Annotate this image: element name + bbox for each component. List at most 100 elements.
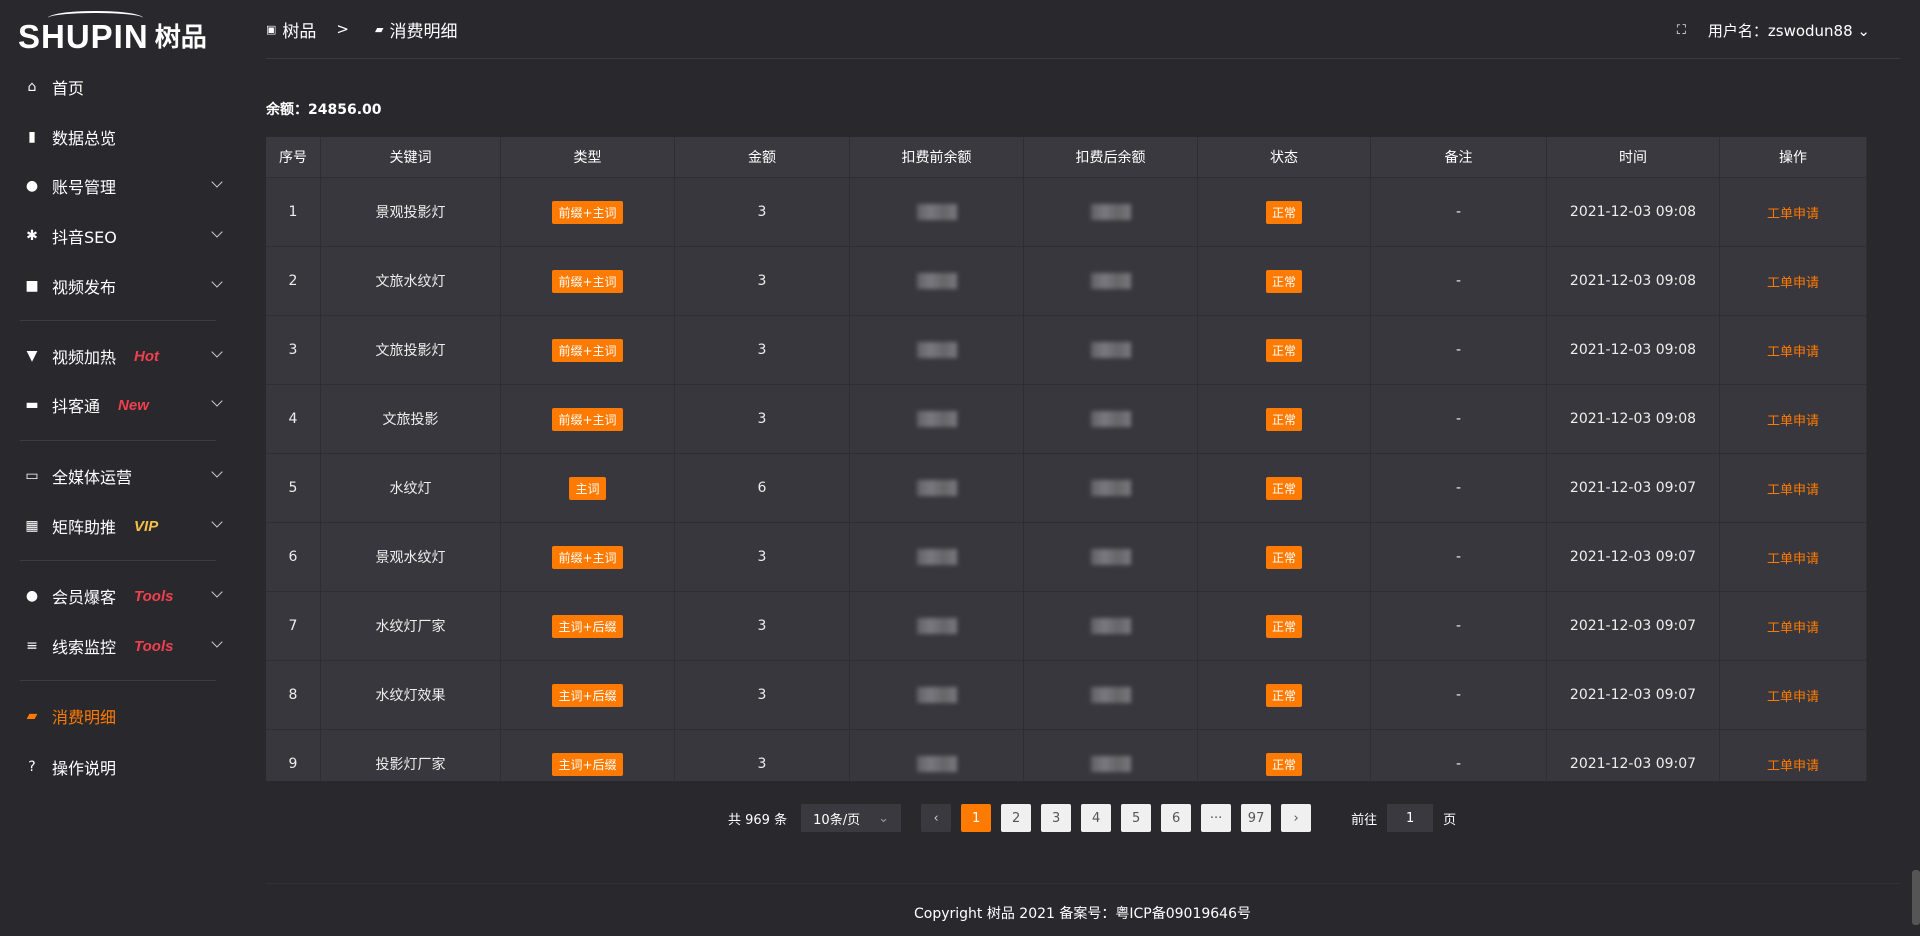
table-cell: 工单申请 <box>1720 178 1867 246</box>
sidebar-divider <box>20 320 216 321</box>
sidebar-item-3[interactable]: ✱ 抖音SEO <box>0 216 245 256</box>
page-button[interactable]: 97 <box>1241 804 1272 832</box>
sidebar-item-10[interactable]: ≡ 线索监控 Tools <box>0 626 245 666</box>
sidebar-item-11[interactable]: ▰ 消费明细 <box>0 696 245 736</box>
logo[interactable]: SHUPIN 树品 <box>18 11 207 55</box>
table-cell <box>1024 385 1198 453</box>
balance-before-redacted <box>916 411 957 427</box>
balance-after-redacted <box>1090 687 1131 703</box>
chevron-down-icon: ⌄ <box>878 810 889 826</box>
page-button[interactable]: 5 <box>1121 804 1152 832</box>
breadcrumb-current: 消费明细 <box>389 21 458 42</box>
note: - <box>1455 756 1462 772</box>
ticket-apply-link[interactable]: 工单申请 <box>1766 758 1819 774</box>
table-cell: 主词+后缀 <box>501 730 675 781</box>
time: 2021-12-03 09:08 <box>1569 411 1697 427</box>
page-button[interactable]: 2 <box>1001 804 1032 832</box>
table-cell: 工单申请 <box>1720 592 1867 660</box>
table-row: 7 水纹灯厂家 主词+后缀 3 正常 - 2021-12-03 09:07 工单申请 <box>266 592 1867 661</box>
sidebar-item-8[interactable]: ▦ 矩阵助推 VIP <box>0 506 245 546</box>
table-cell: 前缀+主词 <box>501 385 675 453</box>
next-page-button[interactable]: › <box>1281 804 1312 832</box>
sidebar-item-9[interactable]: ● 会员爆客 Tools <box>0 576 245 616</box>
table-header: 序号 关键词 类型 金额 扣费前余额 扣费后余额 状态 备注 时间 操作 <box>266 137 1867 178</box>
amount: 3 <box>757 618 767 634</box>
table-cell: 工单申请 <box>1720 523 1867 591</box>
table-cell: 正常 <box>1198 661 1371 729</box>
keyword: 投影灯厂家 <box>375 757 446 773</box>
type-badge: 前缀+主词 <box>552 200 623 224</box>
page-button[interactable]: 1 <box>961 804 992 832</box>
ticket-apply-link[interactable]: 工单申请 <box>1766 620 1819 636</box>
type-badge: 主词+后缀 <box>552 752 623 776</box>
sidebar-tag: Hot <box>134 347 160 365</box>
keyword: 水纹灯 <box>389 481 432 497</box>
status-badge: 正常 <box>1265 338 1302 362</box>
ticket-apply-link[interactable]: 工单申请 <box>1766 344 1819 360</box>
heat-icon: ▼ <box>26 348 38 364</box>
column-header: 金额 <box>675 137 850 177</box>
table-cell <box>1024 178 1198 246</box>
balance: 余额：24856.00 <box>266 102 382 118</box>
row-number: 3 <box>288 342 298 358</box>
table-cell: - <box>1371 730 1547 781</box>
table-cell: 正常 <box>1198 316 1371 384</box>
sidebar-item-1[interactable]: ▮ 数据总览 <box>0 117 245 157</box>
user-menu[interactable]: 用户名：zswodun88 ⌄ <box>1708 20 1870 41</box>
sliders-icon: ≡ <box>26 638 38 654</box>
table-cell: 2 <box>266 247 321 315</box>
page-button[interactable]: 3 <box>1041 804 1072 832</box>
ticket-apply-link[interactable]: 工单申请 <box>1766 413 1819 429</box>
amount: 3 <box>757 549 767 565</box>
page-button[interactable]: 4 <box>1081 804 1112 832</box>
ticket-apply-link[interactable]: 工单申请 <box>1766 482 1819 498</box>
chart-icon: ▣ <box>266 22 277 36</box>
keyword: 水纹灯效果 <box>375 688 446 704</box>
sidebar-tag: Tools <box>134 637 174 655</box>
table-cell: 水纹灯 <box>321 454 501 522</box>
table-cell: 正常 <box>1198 523 1371 591</box>
sidebar-item-label: 操作说明 <box>52 759 117 778</box>
help-icon: ? <box>28 759 36 775</box>
table-cell: - <box>1371 454 1547 522</box>
table-cell: 主词 <box>501 454 675 522</box>
table-cell: 工单申请 <box>1720 316 1867 384</box>
goto-page-input[interactable]: 1 <box>1387 804 1434 832</box>
page-button[interactable]: 6 <box>1161 804 1192 832</box>
monitor-icon: ▭ <box>25 468 39 484</box>
ticket-apply-link[interactable]: 工单申请 <box>1766 551 1819 567</box>
table-cell: 工单申请 <box>1720 247 1867 315</box>
logo-text-en: SHUPIN <box>18 18 149 55</box>
table-row: 3 文旅投影灯 前缀+主词 3 正常 - 2021-12-03 09:08 工单申请 <box>266 316 1867 385</box>
table-cell: 正常 <box>1198 178 1371 246</box>
breadcrumb-home[interactable]: 树品 <box>282 21 317 42</box>
page-button[interactable]: ··· <box>1201 804 1232 832</box>
sidebar-item-2[interactable]: ● 账号管理 <box>0 166 245 206</box>
table-cell: - <box>1371 523 1547 591</box>
table-cell: 2021-12-03 09:07 <box>1547 730 1720 781</box>
table-cell: 3 <box>675 592 850 660</box>
ticket-apply-link[interactable]: 工单申请 <box>1766 206 1819 222</box>
sidebar-item-12[interactable]: ? 操作说明 <box>0 747 245 787</box>
ticket-apply-link[interactable]: 工单申请 <box>1766 275 1819 291</box>
table-cell <box>850 454 1024 522</box>
sidebar-item-5[interactable]: ▼ 视频加热 Hot <box>0 336 245 376</box>
ticket-apply-link[interactable]: 工单申请 <box>1766 689 1819 705</box>
scrollbar[interactable] <box>1912 870 1920 925</box>
sidebar-item-label: 矩阵助推 <box>52 518 117 537</box>
column-header: 状态 <box>1198 137 1371 177</box>
amount: 3 <box>757 204 767 220</box>
fullscreen-icon[interactable]: ⛶ <box>1676 23 1686 38</box>
balance-before-redacted <box>916 342 957 358</box>
table-cell <box>850 385 1024 453</box>
sidebar-item-4[interactable]: ■ 视频发布 <box>0 266 245 306</box>
prev-page-button[interactable]: ‹ <box>921 804 952 832</box>
sidebar-item-label: 视频加热 <box>52 348 117 367</box>
sidebar-item-0[interactable]: ⌂ 首页 <box>0 67 245 107</box>
page-size-select[interactable]: 10条/页 ⌄ <box>801 804 902 832</box>
amount: 3 <box>757 687 767 703</box>
balance-before-redacted <box>916 687 957 703</box>
sidebar-item-7[interactable]: ▭ 全媒体运营 <box>0 456 245 496</box>
table-cell: 3 <box>675 661 850 729</box>
sidebar-item-6[interactable]: ▬ 抖客通 New <box>0 385 245 425</box>
